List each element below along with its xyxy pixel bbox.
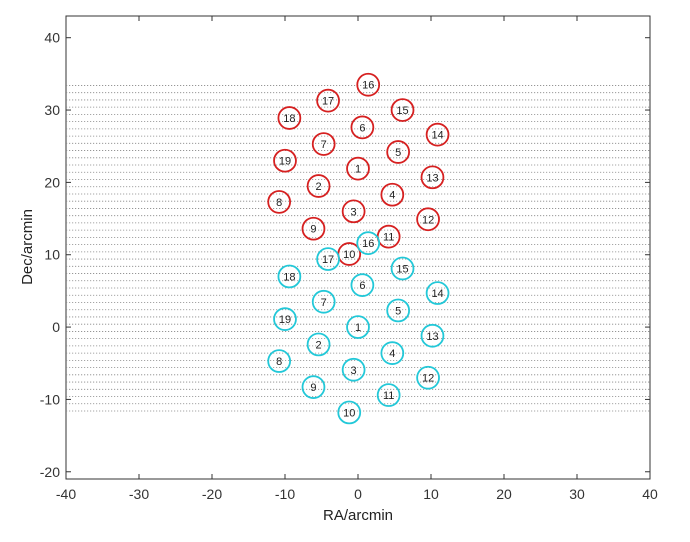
x-tick-label: 30 bbox=[569, 486, 585, 502]
beam-circle bbox=[316, 88, 340, 113]
beam-circle bbox=[380, 182, 405, 207]
beam-circle bbox=[267, 349, 292, 373]
y-tick-label: 40 bbox=[44, 30, 60, 46]
beam-circle bbox=[380, 341, 405, 365]
beam-label: 16 bbox=[362, 80, 374, 92]
beam-label: 4 bbox=[389, 348, 395, 360]
beam-label: 17 bbox=[322, 254, 334, 266]
beam-circle bbox=[425, 122, 450, 147]
x-tick-label: -30 bbox=[129, 486, 149, 502]
beam-circle bbox=[346, 156, 370, 181]
beam-circle bbox=[306, 332, 331, 357]
beam-label: 12 bbox=[422, 373, 434, 385]
beam-label: 13 bbox=[426, 172, 438, 184]
beam-circle bbox=[277, 264, 302, 289]
beam-label: 8 bbox=[276, 356, 282, 368]
x-tick-label: 20 bbox=[496, 486, 512, 502]
beam-circle bbox=[316, 247, 340, 271]
y-tick-label: 0 bbox=[52, 319, 60, 335]
beam-markers: 1234567891011121314151617181912345678910… bbox=[267, 72, 450, 425]
beam-label: 9 bbox=[310, 224, 316, 236]
beam-label: 2 bbox=[316, 339, 322, 351]
x-axis-ticks: -40 -30 -20 -10 0 10 20 30 40 bbox=[56, 16, 658, 502]
beam-label: 14 bbox=[431, 288, 443, 300]
beam-circle bbox=[390, 256, 415, 281]
beam-label: 2 bbox=[316, 181, 322, 193]
beam-label: 6 bbox=[359, 122, 365, 134]
y-tick-label: -10 bbox=[40, 391, 60, 407]
x-tick-label: 0 bbox=[354, 486, 362, 502]
beam-label: 10 bbox=[343, 249, 355, 261]
beam-label: 12 bbox=[422, 214, 434, 226]
beam-circle bbox=[273, 307, 297, 331]
x-tick-label: -10 bbox=[275, 486, 295, 502]
beam-label: 7 bbox=[321, 139, 327, 151]
beam-circle bbox=[390, 98, 415, 122]
beam-label: 11 bbox=[383, 390, 394, 402]
beam-label: 8 bbox=[276, 197, 282, 209]
beam-circle bbox=[311, 289, 336, 314]
y-axis-label: Dec/arcmin bbox=[19, 209, 36, 285]
beam-label: 18 bbox=[283, 271, 295, 283]
y-axis-ticks: -20 -10 0 10 20 30 40 bbox=[40, 30, 650, 480]
y-tick-label: 20 bbox=[44, 174, 60, 190]
beam-label: 19 bbox=[279, 156, 291, 168]
y-tick-label: 30 bbox=[44, 102, 60, 118]
beam-circle bbox=[337, 400, 362, 425]
beam-label: 10 bbox=[343, 407, 355, 419]
beam-circle bbox=[306, 174, 331, 198]
beam-circle bbox=[420, 323, 445, 348]
beam-circle bbox=[386, 298, 410, 323]
beam-label: 5 bbox=[395, 147, 401, 159]
beam-circle bbox=[346, 315, 370, 339]
beam-label: 11 bbox=[383, 232, 394, 244]
x-tick-label: -20 bbox=[202, 486, 222, 502]
beam-circle bbox=[311, 132, 336, 156]
beam-label: 16 bbox=[362, 238, 374, 250]
beam-circle bbox=[350, 115, 375, 140]
beam-label: 3 bbox=[351, 206, 357, 218]
beam-label: 15 bbox=[396, 263, 408, 275]
x-tick-label: 10 bbox=[423, 486, 439, 502]
beam-circle bbox=[301, 216, 326, 241]
beam-label: 14 bbox=[431, 130, 443, 142]
x-tick-label: -40 bbox=[56, 486, 76, 502]
beam-circle bbox=[341, 357, 366, 382]
beam-label: 1 bbox=[355, 164, 361, 176]
beam-label: 4 bbox=[389, 190, 395, 202]
beam-label: 7 bbox=[321, 297, 327, 309]
beam-circle bbox=[273, 148, 297, 173]
beam-circle bbox=[416, 365, 440, 390]
beam-circle bbox=[301, 375, 326, 399]
beam-label: 13 bbox=[426, 331, 438, 343]
beam-label: 9 bbox=[310, 382, 316, 394]
beam-circle bbox=[420, 165, 445, 190]
beam-label: 1 bbox=[355, 322, 361, 334]
beam-circle bbox=[416, 207, 440, 232]
beam-label: 6 bbox=[359, 280, 365, 292]
y-tick-label: -20 bbox=[40, 464, 60, 480]
beam-circle bbox=[341, 199, 366, 224]
beam-label: 19 bbox=[279, 314, 291, 326]
beam-circle bbox=[356, 72, 381, 97]
beam-label: 5 bbox=[395, 305, 401, 317]
x-axis-label: RA/arcmin bbox=[323, 507, 393, 524]
beam-label: 18 bbox=[283, 113, 295, 125]
beam-label: 15 bbox=[396, 105, 408, 117]
beam-circle bbox=[386, 140, 410, 164]
y-tick-label: 10 bbox=[44, 247, 60, 263]
beam-circle bbox=[356, 231, 381, 256]
x-tick-label: 40 bbox=[642, 486, 658, 502]
beam-circle bbox=[267, 190, 292, 214]
beam-label: 17 bbox=[322, 96, 334, 108]
beam-circle bbox=[277, 106, 302, 130]
beam-circle bbox=[425, 281, 450, 305]
beam-circle bbox=[376, 383, 401, 407]
beam-circle bbox=[350, 273, 375, 297]
beam-label: 3 bbox=[351, 365, 357, 377]
